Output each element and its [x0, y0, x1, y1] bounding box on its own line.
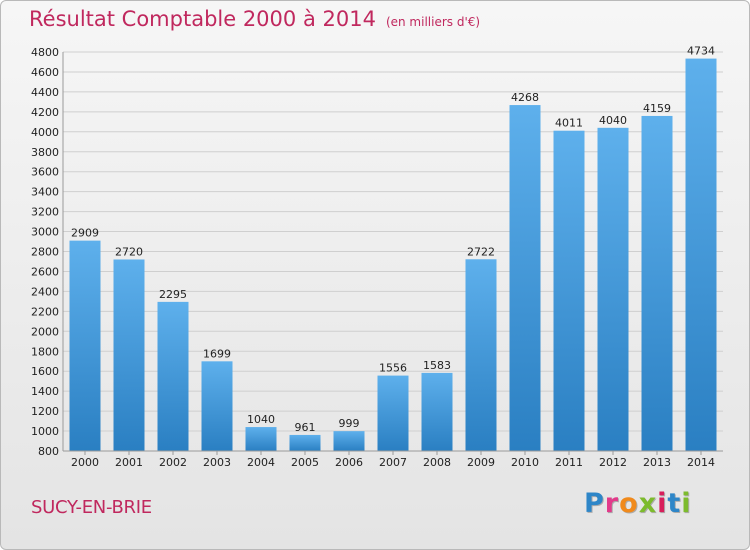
x-tick-label-2011: 2011 — [555, 456, 583, 469]
x-tick-label-2004: 2004 — [247, 456, 275, 469]
y-tick-label: 1800 — [31, 345, 59, 358]
y-tick-label: 2800 — [31, 246, 59, 259]
bar-2006 — [333, 431, 365, 451]
x-tick-label-2000: 2000 — [71, 456, 99, 469]
logo-letter: o — [619, 488, 639, 519]
x-tick-label-2008: 2008 — [423, 456, 451, 469]
logo-letter: i — [657, 488, 668, 519]
data-label-2009: 2722 — [467, 245, 495, 258]
data-label-2010: 4268 — [511, 91, 539, 104]
x-tick-label-2013: 2013 — [643, 456, 671, 469]
y-tick-label: 4600 — [31, 66, 59, 79]
y-tick-label: 3600 — [31, 166, 59, 179]
data-label-2011: 4011 — [555, 117, 583, 130]
y-axis: 800 1000 1200 1400 1600 1800 2000 2200 2400 2600 2… — [31, 46, 64, 458]
y-tick-label: 2600 — [31, 265, 59, 278]
x-tick-label-2001: 2001 — [115, 456, 143, 469]
x-axis: 2000 2001 2002 2003 2004 2005 2006 2007 2008 2009… — [63, 450, 723, 469]
bar-2012 — [597, 127, 629, 451]
data-label-2007: 1556 — [379, 362, 407, 375]
y-tick-label: 2200 — [31, 305, 59, 318]
logo-letter: x — [638, 488, 658, 519]
x-tick-label-2010: 2010 — [511, 456, 539, 469]
x-tick-label-2014: 2014 — [687, 456, 715, 469]
data-label-2003: 1699 — [203, 347, 231, 360]
y-tick-label: 3200 — [31, 206, 59, 219]
bar-2007 — [377, 375, 409, 451]
data-label-2005: 961 — [295, 421, 316, 434]
x-tick-label-2007: 2007 — [379, 456, 407, 469]
data-label-2004: 1040 — [247, 413, 275, 426]
chart-subtitle: (en milliers d'€) — [385, 15, 481, 29]
bar-2004 — [245, 427, 277, 451]
data-label-2013: 4159 — [643, 102, 671, 115]
data-label-2014: 4734 — [687, 45, 715, 58]
y-tick-label: 1400 — [31, 385, 59, 398]
y-tick-label: 2400 — [31, 285, 59, 298]
y-tick-label: 4400 — [31, 86, 59, 99]
bar-2005 — [289, 434, 321, 451]
data-label-2000: 2909 — [71, 227, 99, 240]
x-tick-label-2012: 2012 — [599, 456, 627, 469]
y-tick-label: 800 — [38, 445, 59, 458]
y-tick-label: 3400 — [31, 186, 59, 199]
logo-letter: t — [667, 488, 682, 519]
bar-2003 — [201, 361, 233, 451]
x-tick-label-2009: 2009 — [467, 456, 495, 469]
x-tick-label-2006: 2006 — [335, 456, 363, 469]
bar-2002 — [157, 301, 189, 451]
chart-title-text: Résultat Comptable 2000 à 2014 — [29, 7, 376, 31]
y-tick-label: 4200 — [31, 106, 59, 119]
commune-name: SUCY-EN-BRIE — [31, 497, 152, 518]
bar-2013 — [641, 115, 673, 451]
x-tick-label-2002: 2002 — [159, 456, 187, 469]
data-label-2006: 999 — [339, 417, 360, 430]
bar-2014 — [685, 58, 717, 452]
data-label-2008: 1583 — [423, 359, 451, 372]
x-tick-label-2005: 2005 — [291, 456, 319, 469]
bar-2000 — [69, 240, 101, 451]
y-tick-label: 2000 — [31, 325, 59, 338]
bar-2008 — [421, 372, 453, 451]
y-tick-label: 3800 — [31, 146, 59, 159]
y-tick-label: 1600 — [31, 365, 59, 378]
chart-title: Résultat Comptable 2000 à 2014 (en millie… — [29, 7, 480, 31]
x-tick-label-2003: 2003 — [203, 456, 231, 469]
proxiti-logo: Proxiti — [584, 488, 692, 519]
bar-2009 — [465, 259, 497, 451]
y-tick-label: 1200 — [31, 405, 59, 418]
y-tick-label: 3000 — [31, 226, 59, 239]
data-label-2012: 4040 — [599, 114, 627, 127]
bar-2011 — [553, 130, 585, 451]
data-label-2001: 2720 — [115, 245, 143, 258]
bar-2001 — [113, 259, 145, 451]
y-tick-label: 4800 — [31, 46, 59, 59]
logo-letter: i — [681, 488, 692, 519]
bars: 2909 2720 2295 1699 1040 961 999 1556 1583 2722 42… — [69, 45, 717, 452]
logo-letter: P — [584, 488, 605, 519]
y-tick-label: 1000 — [31, 425, 59, 438]
data-label-2002: 2295 — [159, 288, 187, 301]
logo-letter: r — [604, 488, 620, 519]
y-tick-label: 4000 — [31, 126, 59, 139]
bar-2010 — [509, 105, 541, 451]
